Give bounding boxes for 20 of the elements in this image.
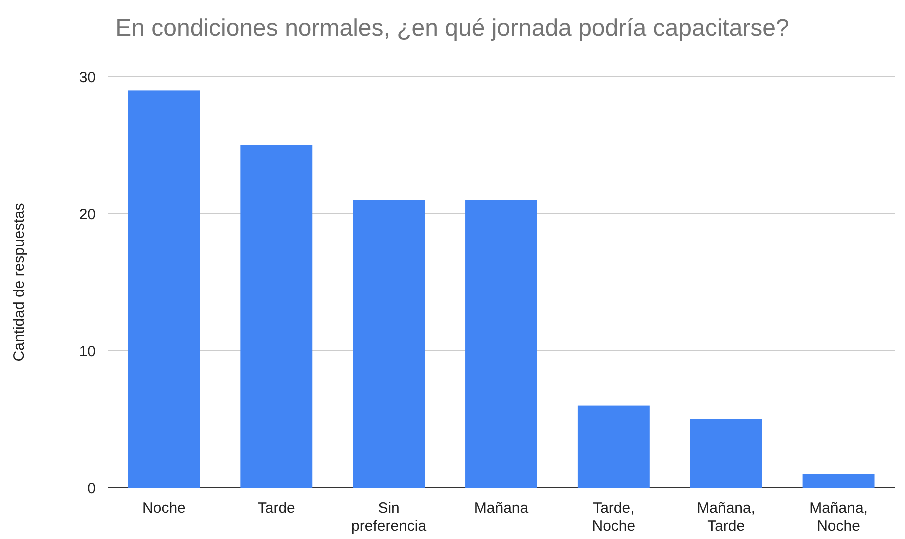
bar (802, 474, 875, 488)
x-tick-label: Sin preferencia (352, 500, 428, 535)
y-axis-title: Cantidad de respuestas (11, 203, 28, 362)
bar (240, 146, 313, 488)
chart-title: En condiciones normales, ¿en qué jornada podría capacitarse? (116, 15, 790, 42)
x-tick-label: Mañana, Noche (810, 500, 868, 535)
x-tick-label: Tarde, Noche (592, 500, 636, 535)
bar (353, 200, 426, 488)
bar (578, 406, 650, 488)
bar (466, 200, 538, 488)
y-tick-label: 20 (79, 206, 96, 224)
x-tick-label: Tarde (258, 500, 296, 517)
x-tick-label: Mañana (474, 500, 530, 517)
y-tick-label: 30 (79, 69, 96, 86)
x-tick-label: Mañana, Tarde (697, 500, 756, 535)
y-tick-label: 0 (88, 480, 96, 498)
y-tick-label: 10 (79, 343, 96, 360)
bar (128, 90, 200, 488)
x-tick-label: Noche (142, 500, 186, 517)
bar (690, 420, 762, 488)
